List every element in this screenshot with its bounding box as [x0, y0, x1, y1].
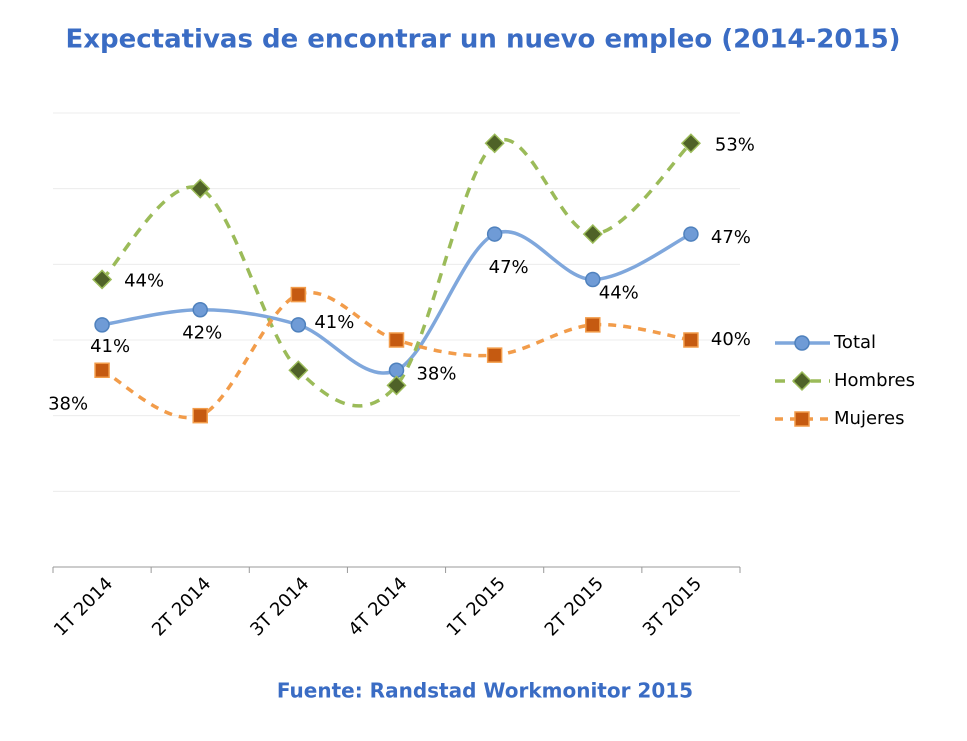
point	[290, 286, 307, 303]
point	[683, 226, 699, 242]
chart-title: Expectativas de encontrar un nuevo emple…	[65, 25, 900, 55]
point	[386, 375, 407, 396]
data-label: 42%	[182, 323, 222, 344]
data-label: 44%	[124, 270, 164, 291]
chart-source: Fuente: Randstad Workmonitor 2015	[277, 679, 693, 703]
point	[92, 269, 113, 290]
data-label: 47%	[711, 227, 751, 248]
legend-label: Total	[833, 332, 876, 353]
x-tick-label: 3T 2015	[639, 573, 706, 640]
data-label: 38%	[416, 363, 456, 384]
legend-marker	[794, 335, 810, 351]
x-tick-label: 1T 2015	[443, 573, 510, 640]
point	[388, 362, 405, 379]
point	[190, 178, 211, 199]
x-tick-label: 1T 2014	[50, 573, 117, 640]
x-tick-label: 2T 2015	[541, 573, 608, 640]
point	[94, 362, 110, 379]
data-label: 38%	[48, 393, 88, 414]
point	[388, 332, 405, 348]
point	[484, 133, 505, 154]
data-label: 41%	[314, 312, 354, 333]
point	[486, 347, 503, 363]
point	[585, 271, 601, 288]
data-label: 47%	[489, 257, 529, 278]
point	[192, 301, 208, 318]
data-label: 41%	[90, 336, 130, 357]
point	[683, 332, 699, 348]
legend-marker	[791, 370, 813, 392]
x-tick-label: 4T 2014	[344, 573, 411, 640]
point	[680, 133, 701, 154]
point	[290, 317, 307, 333]
legend-marker	[794, 411, 810, 427]
data-label: 40%	[711, 329, 751, 350]
point	[486, 226, 503, 242]
point	[192, 407, 208, 424]
data-label: 53%	[715, 134, 755, 155]
legend-label: Hombres	[834, 370, 915, 391]
point	[94, 317, 110, 333]
point	[288, 360, 309, 381]
x-tick-label: 3T 2014	[246, 573, 313, 640]
point	[585, 317, 601, 333]
legend-label: Mujeres	[834, 408, 904, 429]
point	[582, 224, 603, 245]
data-label: 44%	[599, 282, 639, 303]
x-tick-label: 2T 2014	[148, 573, 215, 640]
